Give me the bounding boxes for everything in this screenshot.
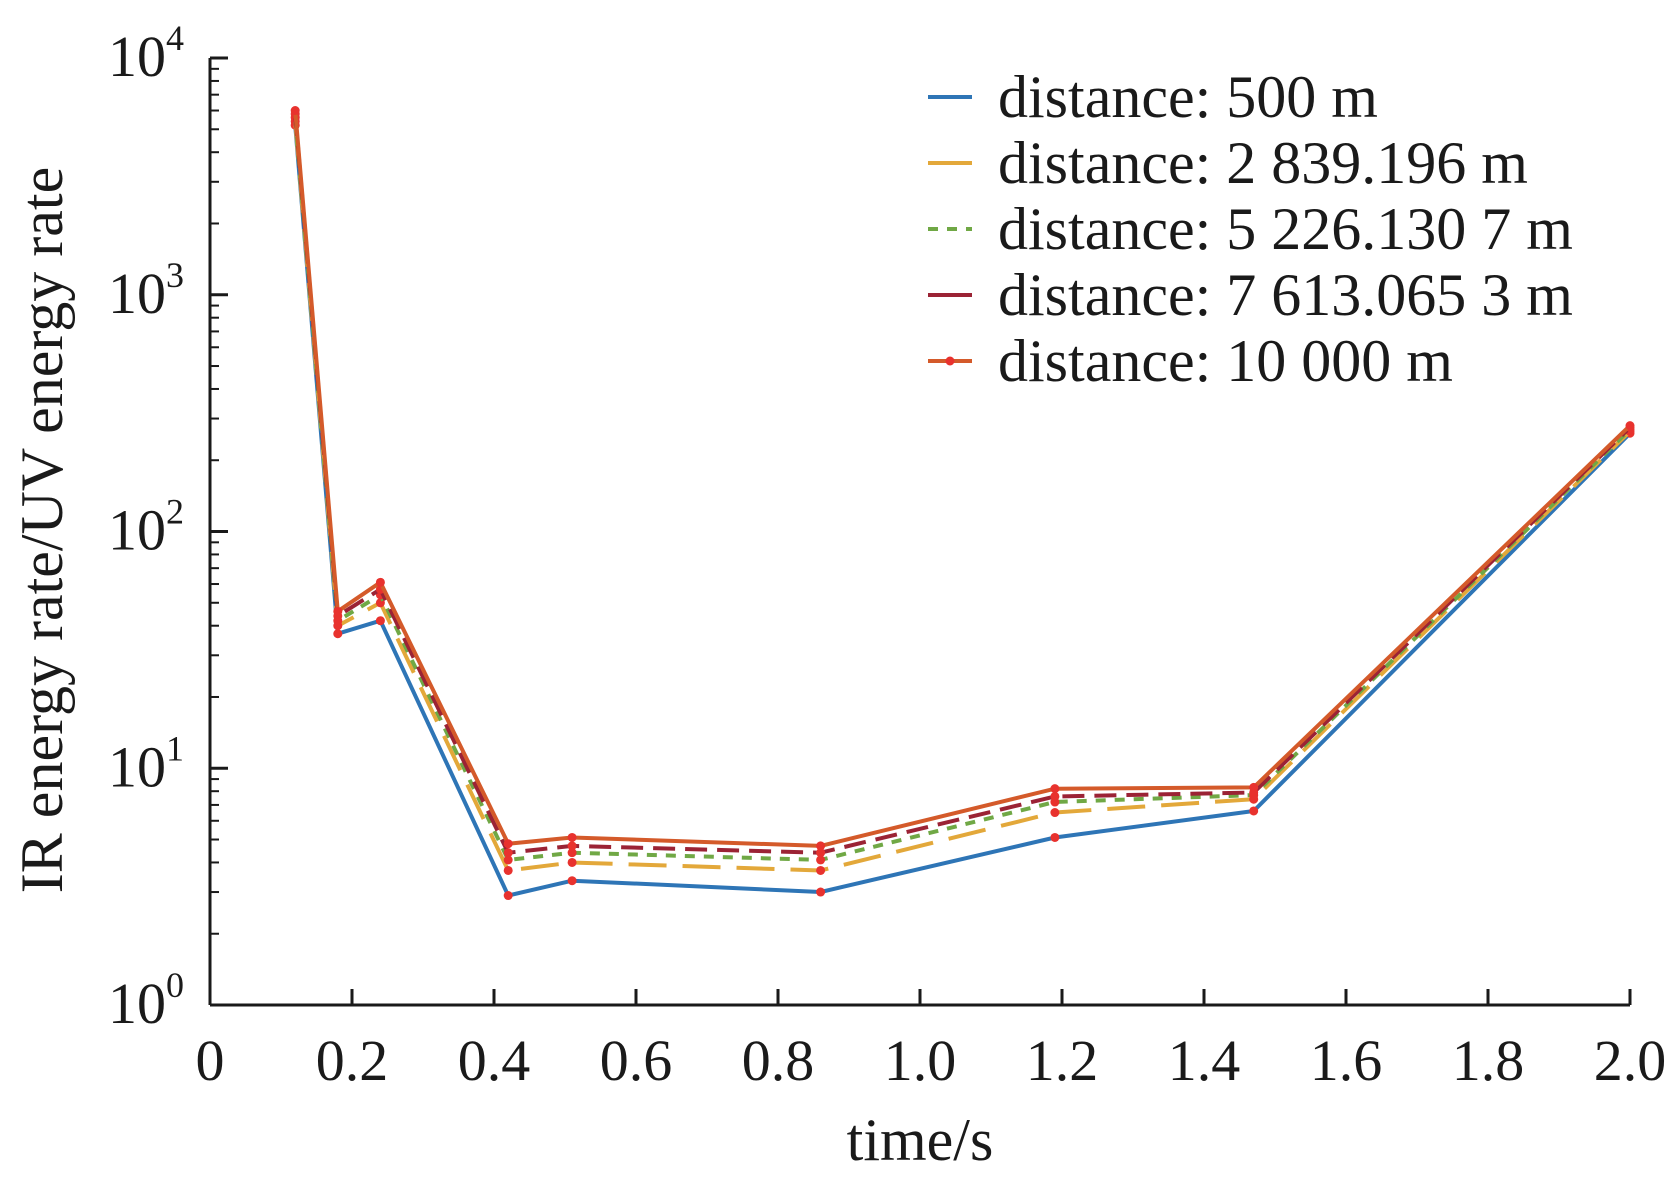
- x-tick-label: 1.2: [1026, 1028, 1099, 1093]
- data-point: [375, 616, 385, 626]
- x-tick-label: 0.8: [742, 1028, 815, 1093]
- series-layer: [290, 106, 1635, 901]
- data-point: [816, 848, 826, 858]
- x-tick-label: 1.8: [1452, 1028, 1525, 1093]
- data-point: [567, 841, 577, 851]
- data-point: [333, 606, 343, 616]
- data-point: [503, 855, 513, 865]
- x-tick-label: 1.6: [1310, 1028, 1383, 1093]
- data-point: [503, 891, 513, 901]
- data-point: [567, 876, 577, 886]
- data-point: [503, 839, 513, 849]
- data-point: [567, 832, 577, 842]
- data-point: [816, 887, 826, 897]
- x-ticks: 0 0.2 0.4 0.6 0.8 1.0 1.2 1.4 1.6 1.8 2.0: [196, 989, 1667, 1093]
- data-point: [290, 106, 300, 116]
- legend-label: distance: 10 000 m: [998, 328, 1453, 394]
- data-point: [503, 848, 513, 858]
- x-tick-label: 0: [196, 1028, 225, 1093]
- data-point: [1050, 784, 1060, 794]
- data-point: [333, 629, 343, 639]
- data-point: [567, 857, 577, 867]
- y-tick-label: 100: [108, 965, 184, 1036]
- data-point: [816, 855, 826, 865]
- x-tick-label: 1.0: [884, 1028, 957, 1093]
- legend-marker: [945, 356, 955, 366]
- x-tick-label: 0.4: [458, 1028, 531, 1093]
- data-point: [816, 841, 826, 851]
- legend-label: distance: 7 613.065 3 m: [998, 262, 1573, 328]
- y-tick-label: 102: [108, 492, 184, 563]
- y-tick-label: 101: [108, 728, 184, 799]
- legend-label: distance: 500 m: [998, 64, 1378, 130]
- data-point: [1625, 421, 1635, 431]
- series-line-1: [293, 121, 1632, 873]
- data-point: [375, 577, 385, 587]
- data-point: [1249, 806, 1259, 816]
- x-tick-label: 0.2: [316, 1028, 389, 1093]
- data-point: [1249, 782, 1259, 792]
- legend-label: distance: 5 226.130 7 m: [998, 196, 1573, 262]
- y-tick-label: 104: [108, 18, 184, 89]
- x-axis-title: time/s: [847, 1107, 994, 1173]
- data-point: [1050, 791, 1060, 801]
- y-axis-title: IR energy rate/UV energy rate: [9, 167, 75, 893]
- x-tick-label: 2.0: [1594, 1028, 1667, 1093]
- data-point: [816, 865, 826, 875]
- data-point: [503, 865, 513, 875]
- y-ticks: 100 101 102 103 104: [108, 18, 228, 1036]
- data-point: [1050, 832, 1060, 842]
- data-point: [1050, 808, 1060, 818]
- data-point: [567, 848, 577, 858]
- y-tick-label: 103: [108, 255, 184, 326]
- x-tick-label: 0.6: [600, 1028, 673, 1093]
- legend-label: distance: 2 839.196 m: [998, 130, 1528, 196]
- x-tick-label: 1.4: [1168, 1028, 1241, 1093]
